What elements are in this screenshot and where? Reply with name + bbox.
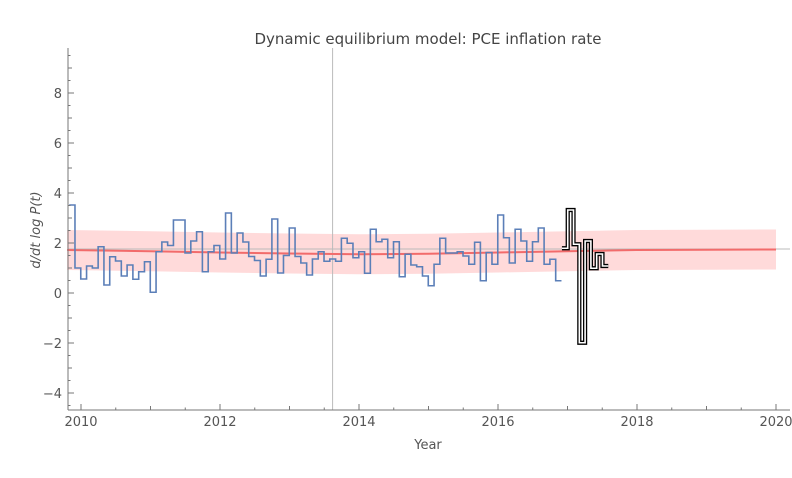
axes: −4 −2 0 2 4 6 8 2010 2012 2014 2016 2018 2020 xyxy=(43,48,792,430)
x-axis-label: Year xyxy=(413,438,442,453)
y-tick-label: 0 xyxy=(54,287,62,302)
y-tick-label: 4 xyxy=(54,187,62,202)
x-tick-label: 2016 xyxy=(481,415,514,430)
x-tick-label: 2020 xyxy=(759,415,792,430)
y-tick-label: 6 xyxy=(54,137,62,152)
chart-title: Dynamic equilibrium model: PCE inflation… xyxy=(255,30,602,48)
x-tick-label: 2010 xyxy=(64,415,97,430)
x-tick-label: 2018 xyxy=(620,415,653,430)
plot-area xyxy=(67,48,790,410)
y-tick-label: 2 xyxy=(54,237,62,252)
y-tick-label: 8 xyxy=(54,87,62,102)
x-tick-label: 2014 xyxy=(342,415,375,430)
y-tick-label: −2 xyxy=(43,337,62,352)
forecast-series-inner xyxy=(561,209,609,344)
data-series-line xyxy=(69,204,562,294)
model-line xyxy=(67,248,777,256)
y-axis-label: d/dt log P(t) xyxy=(29,191,44,268)
y-tick-label: −4 xyxy=(43,387,62,402)
x-tick-label: 2012 xyxy=(203,415,236,430)
